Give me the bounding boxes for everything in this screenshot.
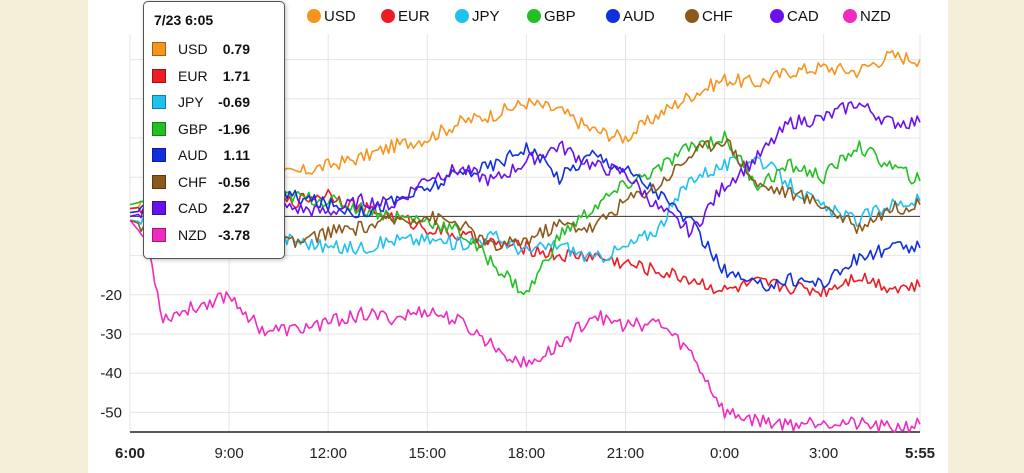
- x-tick-label: 18:00: [508, 445, 546, 462]
- tooltip-time: 7/23 6:05: [154, 12, 214, 28]
- legend-item-eur: EUR: [381, 8, 430, 25]
- legend-swatch: [685, 9, 699, 23]
- tooltip-currency: NZD: [178, 226, 207, 243]
- tooltip-row-gbp: GBP -1.96: [152, 120, 280, 140]
- tooltip-value: 0.79: [222, 41, 250, 57]
- tooltip-row-usd: USD 0.79: [152, 40, 280, 60]
- tooltip-value: 1.11: [223, 147, 250, 163]
- tooltip-swatch: [152, 42, 166, 56]
- tooltip-row-nzd: NZD -3.78: [152, 226, 280, 246]
- tooltip-row-chf: CHF -0.56: [152, 173, 280, 193]
- y-tick-label: -40: [100, 365, 122, 382]
- x-tick-label: 5:55: [905, 445, 935, 462]
- tooltip-row-jpy: JPY -0.69: [152, 93, 280, 113]
- legend-item-nzd: NZD: [843, 8, 891, 25]
- tooltip-swatch: [152, 227, 166, 242]
- legend-swatch: [307, 9, 321, 23]
- legend-label: CAD: [787, 8, 819, 25]
- tooltip-currency: EUR: [178, 67, 208, 84]
- x-tick-label: 15:00: [409, 445, 447, 462]
- x-tick-label: 9:00: [214, 445, 243, 462]
- legend-label: EUR: [398, 8, 430, 25]
- tooltip-value: 2.27: [222, 200, 250, 216]
- legend-item-usd: USD: [307, 8, 356, 25]
- tooltip-currency: USD: [178, 41, 208, 57]
- tooltip-value: -3.78: [218, 226, 250, 243]
- tooltip-value: -1.96: [218, 120, 250, 137]
- tooltip: 7/23 6:05 USD 0.79 EUR 1.71 JPY -0.69 GBP -1.96…: [143, 1, 285, 259]
- legend-swatch: [381, 9, 395, 23]
- x-tick-label: 6:00: [115, 445, 145, 462]
- legend-swatch: [843, 9, 857, 23]
- legend-item-aud: AUD: [606, 8, 655, 25]
- y-tick-label: -50: [100, 404, 122, 421]
- x-tick-label: 0:00: [710, 445, 739, 462]
- tooltip-swatch: [152, 148, 166, 162]
- tooltip-row-cad: CAD 2.27: [152, 199, 280, 219]
- tooltip-currency: CHF: [178, 173, 207, 190]
- legend-label: AUD: [623, 8, 655, 25]
- chart-panel: -20 -30 -40 -50 6:00 9:00 12:00 15:00 18:00 21:0…: [88, 0, 948, 473]
- legend-label: USD: [324, 8, 356, 25]
- tooltip-currency: JPY: [178, 94, 204, 110]
- legend-swatch: [527, 9, 541, 23]
- tooltip-currency: CAD: [178, 200, 208, 216]
- tooltip-swatch: [152, 174, 166, 189]
- legend-label: NZD: [860, 8, 891, 25]
- tooltip-value: -0.69: [218, 94, 250, 110]
- tooltip-swatch: [152, 68, 166, 83]
- legend-item-gbp: GBP: [527, 8, 576, 25]
- legend-label: CHF: [702, 8, 733, 25]
- legend: USD EUR JPY GBP AUD CHF CAD NZD: [307, 8, 891, 25]
- legend-label: GBP: [544, 8, 576, 25]
- x-tick-label: 12:00: [309, 445, 347, 462]
- tooltip-swatch: [152, 201, 166, 215]
- legend-swatch: [455, 9, 469, 23]
- tooltip-row-aud: AUD 1.11: [152, 146, 280, 166]
- tooltip-row-eur: EUR 1.71: [152, 67, 280, 87]
- tooltip-currency: GBP: [178, 120, 208, 137]
- y-axis: -20 -30 -40 -50: [100, 287, 122, 422]
- legend-item-chf: CHF: [685, 8, 733, 25]
- tooltip-value: 1.71: [222, 67, 250, 84]
- y-tick-label: -30: [100, 326, 122, 343]
- series-line-nzd: [129, 219, 921, 434]
- x-tick-label: 21:00: [607, 445, 645, 462]
- legend-item-cad: CAD: [770, 8, 819, 25]
- tooltip-currency: AUD: [178, 147, 208, 163]
- legend-swatch: [606, 9, 620, 23]
- x-tick-label: 3:00: [809, 445, 838, 462]
- tooltip-value: -0.56: [218, 173, 250, 190]
- legend-item-jpy: JPY: [455, 8, 500, 25]
- legend-label: JPY: [472, 8, 500, 25]
- tooltip-swatch: [152, 95, 166, 109]
- legend-swatch: [770, 9, 784, 23]
- x-axis: 6:00 9:00 12:00 15:00 18:00 21:00 0:00 3:00 5:55: [115, 445, 935, 462]
- y-tick-label: -20: [100, 287, 122, 304]
- tooltip-swatch: [152, 121, 166, 136]
